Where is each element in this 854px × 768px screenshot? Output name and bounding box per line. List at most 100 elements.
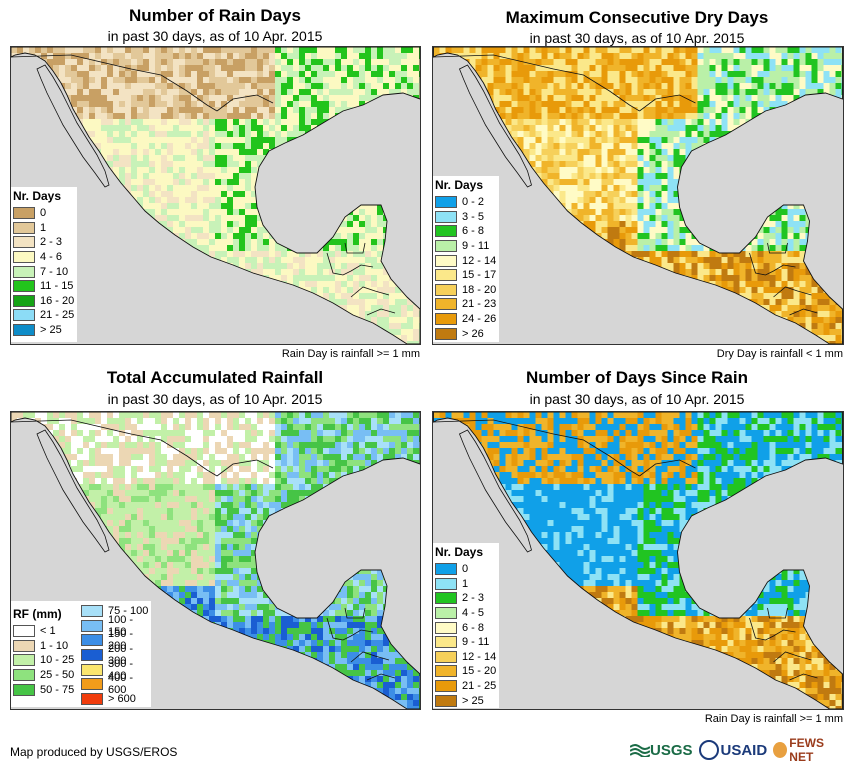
legend-label: 21 - 25 xyxy=(40,309,75,322)
legend-item: 7 - 10 xyxy=(11,264,77,279)
legend-label: 6 - 8 xyxy=(462,621,485,634)
legend-label: 16 - 20 xyxy=(40,294,75,307)
legend-label: 12 - 14 xyxy=(462,254,497,267)
legend-item: 21 - 25 xyxy=(433,679,499,694)
legend-item: 75 - 100 xyxy=(79,604,151,619)
legend-item: 400 - 600 xyxy=(79,672,151,696)
legend-swatch xyxy=(435,269,457,282)
usgs-wave-icon xyxy=(630,744,650,757)
legend-label: 0 - 2 xyxy=(462,196,485,209)
legend-label: 6 - 8 xyxy=(462,225,485,238)
legend-item: 9 - 11 xyxy=(433,635,499,650)
legend-swatch xyxy=(81,649,103,662)
map-note: Rain Day is rainfall >= 1 mm xyxy=(281,348,420,360)
legend-label: 50 - 75 xyxy=(40,683,75,696)
legend-swatch xyxy=(13,683,35,696)
map-days-since-rain xyxy=(432,411,844,710)
legend-label: 15 - 20 xyxy=(462,665,497,678)
legend-label: 4 - 5 xyxy=(462,607,485,620)
legend-item: 16 - 20 xyxy=(11,294,77,309)
panel-title: Number of Rain Days xyxy=(129,6,301,25)
legend-swatch xyxy=(13,669,35,682)
legend-item: > 25 xyxy=(11,323,77,338)
legend-swatch xyxy=(13,309,35,322)
legend-label: 12 - 14 xyxy=(462,650,497,663)
legend-swatch xyxy=(81,678,103,691)
legend-item: 3 - 5 xyxy=(433,210,499,225)
legend-item: 4 - 5 xyxy=(433,606,499,621)
legend-swatch xyxy=(435,680,457,693)
legend-swatch xyxy=(13,207,35,220)
legend-label: 21 - 25 xyxy=(462,680,497,693)
legend-swatch xyxy=(435,210,457,223)
legend-item: 12 - 14 xyxy=(433,253,499,268)
legend-item: 12 - 14 xyxy=(433,650,499,665)
legend-swatch xyxy=(435,254,457,267)
map-canvas xyxy=(433,412,843,709)
legend-label: 0 xyxy=(40,207,47,220)
map-canvas xyxy=(11,47,420,344)
legend-item: 21 - 23 xyxy=(433,297,499,312)
legend-label: 2 - 3 xyxy=(40,236,63,249)
legend-item: 100 - 150 xyxy=(79,614,151,638)
legend-item: 18 - 20 xyxy=(433,283,499,298)
legend-item: 50 - 75 xyxy=(11,682,79,697)
legend-swatch xyxy=(13,654,35,667)
legend-label: 9 - 11 xyxy=(462,636,490,649)
legend-swatch xyxy=(81,605,103,618)
legend-swatch xyxy=(81,634,103,647)
legend-swatch xyxy=(81,692,103,705)
legend-item: 1 xyxy=(433,577,499,592)
legend-item: 150 - 200 xyxy=(79,628,151,652)
legend-swatch xyxy=(435,650,457,663)
legend-swatch xyxy=(435,196,457,209)
legend-label: 3 - 5 xyxy=(462,210,485,223)
legend-label: 15 - 17 xyxy=(462,269,497,282)
legend-item: 15 - 20 xyxy=(433,664,499,679)
legend-item: > 25 xyxy=(433,693,499,708)
legend-swatch xyxy=(435,636,457,649)
panel-title: Number of Days Since Rain xyxy=(525,368,748,387)
usgs-logo: USGS xyxy=(630,742,693,759)
panel-title: Maximum Consecutive Dry Days xyxy=(505,8,769,27)
legend-item: 200 - 300 xyxy=(79,643,151,667)
legend-label: 100 - 150 xyxy=(108,613,134,638)
legend-item: 4 - 6 xyxy=(11,250,77,265)
legend-swatch xyxy=(435,225,457,238)
legend-label: 4 - 6 xyxy=(40,251,63,264)
legend-item: 25 - 50 xyxy=(11,668,79,683)
legend-label: 10 - 25 xyxy=(40,654,75,667)
panel-subtitle: in past 30 days, as of 10 Apr. 2015 xyxy=(529,391,745,407)
legend-label: > 600 xyxy=(108,692,136,705)
legend-swatch xyxy=(435,665,457,678)
legend-label: > 26 xyxy=(462,327,484,340)
legend-label: 18 - 20 xyxy=(462,283,497,296)
legend-swatch xyxy=(81,663,103,676)
legend-label: 1 xyxy=(462,577,469,590)
legend-item: > 26 xyxy=(433,326,499,341)
legend-item: 9 - 11 xyxy=(433,239,499,254)
partner-logos: USGS USAID FEWS NET xyxy=(630,736,844,764)
fews-seal-icon xyxy=(773,742,788,758)
legend-label: 300 - 400 xyxy=(108,657,134,682)
legend-label: 7 - 10 xyxy=(40,265,69,278)
legend-label: 25 - 50 xyxy=(40,669,75,682)
legend-item: 1 - 10 xyxy=(11,639,79,654)
usaid-logo: USAID xyxy=(698,740,767,760)
legend-item: 6 - 8 xyxy=(433,620,499,635)
legend-item: 24 - 26 xyxy=(433,312,499,327)
legend-swatch xyxy=(435,298,457,311)
legend-label: < 1 xyxy=(40,625,56,638)
legend-title: Nr. Days xyxy=(435,545,484,559)
legend-label: 75 - 100 xyxy=(108,605,149,618)
legend-label: 150 - 200 xyxy=(108,628,134,653)
legend-label: 11 - 15 xyxy=(40,280,74,293)
legend-item: 11 - 15 xyxy=(11,279,77,294)
legend-item: > 600 xyxy=(79,692,151,707)
legend-title: Nr. Days xyxy=(13,189,62,203)
legend-item: 0 xyxy=(433,562,499,577)
